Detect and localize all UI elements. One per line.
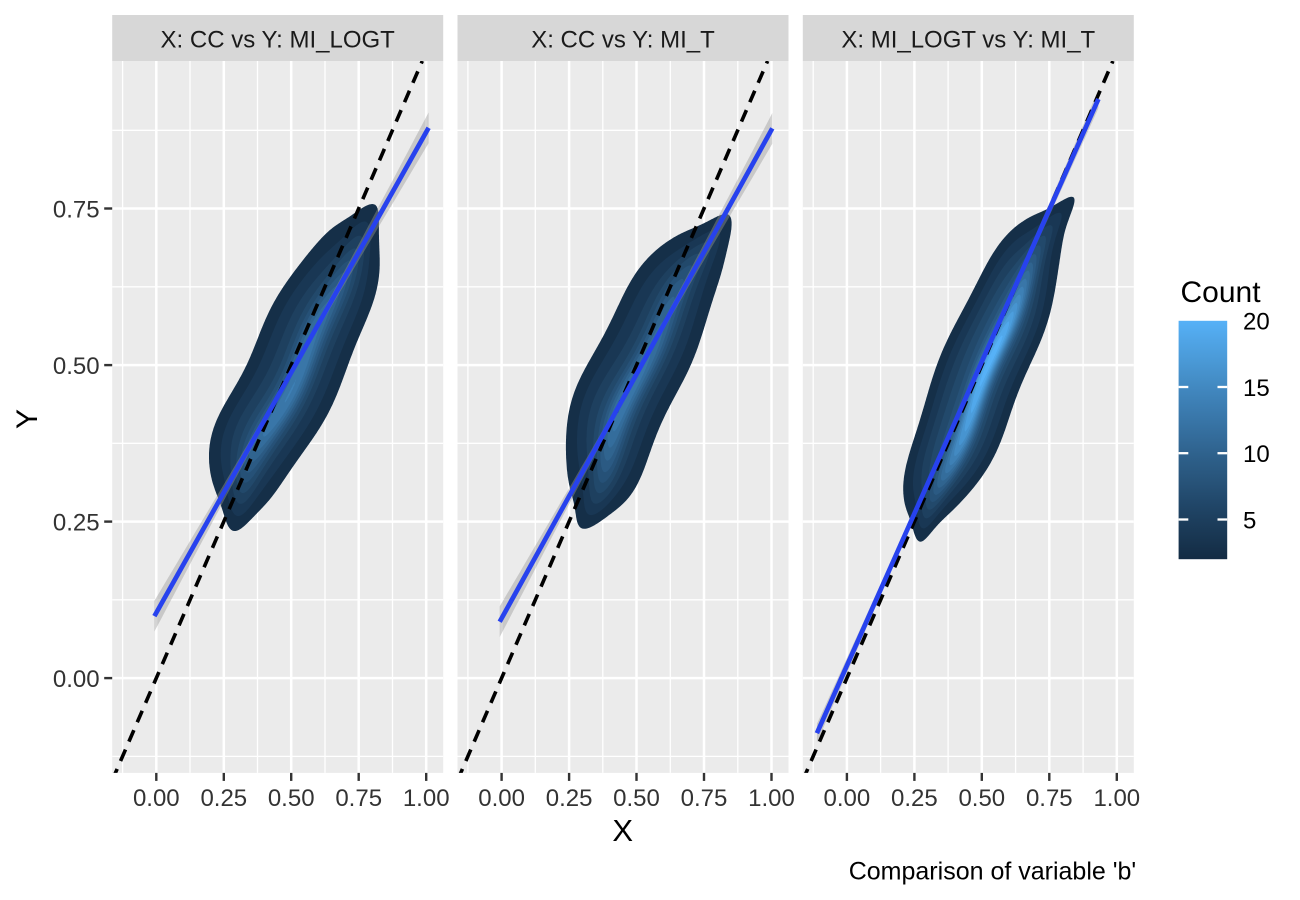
svg-text:0.25: 0.25: [891, 785, 938, 812]
svg-text:20: 20: [1243, 309, 1270, 336]
svg-text:1.00: 1.00: [403, 785, 450, 812]
svg-text:X: CC vs Y: MI_LOGT: X: CC vs Y: MI_LOGT: [161, 27, 396, 54]
svg-text:0.75: 0.75: [335, 785, 382, 812]
svg-text:10: 10: [1243, 441, 1270, 468]
svg-text:0.50: 0.50: [268, 785, 315, 812]
svg-text:0.25: 0.25: [200, 785, 247, 812]
svg-text:Comparison of variable 'b': Comparison of variable 'b': [849, 858, 1136, 886]
svg-text:0.00: 0.00: [478, 785, 525, 812]
svg-text:1.00: 1.00: [748, 785, 795, 812]
svg-text:0.75: 0.75: [53, 196, 100, 223]
svg-text:0.75: 0.75: [681, 785, 728, 812]
svg-text:X: CC vs Y: MI_T: X: CC vs Y: MI_T: [531, 27, 715, 54]
svg-text:0.25: 0.25: [53, 509, 100, 536]
svg-text:X: X: [612, 813, 633, 848]
svg-text:15: 15: [1243, 375, 1270, 402]
svg-text:0.25: 0.25: [546, 785, 593, 812]
svg-text:5: 5: [1243, 507, 1256, 534]
svg-text:0.00: 0.00: [824, 785, 871, 812]
svg-text:1.00: 1.00: [1093, 785, 1140, 812]
svg-text:0.00: 0.00: [133, 785, 180, 812]
svg-text:Y: Y: [11, 409, 44, 429]
svg-text:Count: Count: [1181, 276, 1262, 309]
svg-text:0.50: 0.50: [613, 785, 660, 812]
svg-text:0.75: 0.75: [1026, 785, 1073, 812]
svg-text:0.50: 0.50: [958, 785, 1005, 812]
svg-text:0.00: 0.00: [53, 666, 100, 693]
svg-text:X: MI_LOGT vs Y: MI_T: X: MI_LOGT vs Y: MI_T: [841, 27, 1095, 54]
svg-text:0.50: 0.50: [53, 353, 100, 380]
